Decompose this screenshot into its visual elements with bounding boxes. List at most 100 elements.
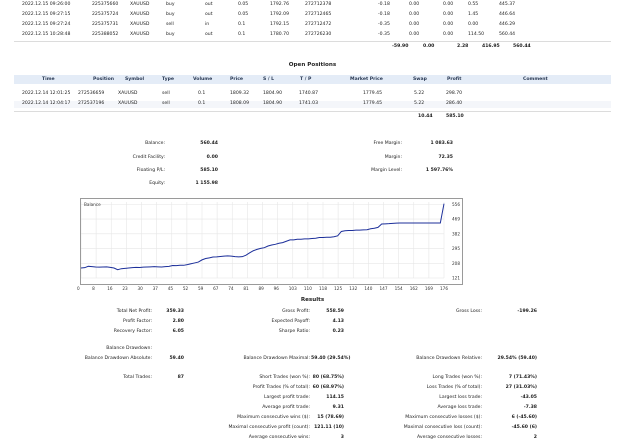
deal-cell: 445.37	[499, 2, 516, 7]
total-trades-label: Total Trades:	[123, 375, 152, 380]
total-net-profit-value: 359.33	[166, 309, 184, 314]
position-cell: 2022.12.14 12:01:25	[22, 91, 71, 96]
deals-separator	[14, 41, 611, 42]
chart-x-tick-label: 110	[303, 286, 312, 291]
deal-row: 2022.12.15 09:27:24 225375731 XAUUSD sell in…	[14, 22, 611, 29]
chart-y-tick-label: 382	[452, 231, 460, 236]
total-balance: 560.44	[513, 44, 531, 49]
chart-x-tick-label: 81	[243, 286, 249, 291]
max-wins-label: Maximum consecutive wins ($):	[237, 415, 310, 420]
sharpe-label: Sharpe Ratio:	[278, 329, 310, 334]
chart-x-tick-label: 96	[273, 286, 279, 291]
deal-cell: 272726230	[305, 32, 332, 37]
open-positions-title: Open Positions	[288, 62, 337, 68]
col-profit: Profit	[447, 77, 462, 82]
chart-x-tick-label: 59	[198, 286, 204, 291]
expected-payoff-label: Expected Payoff:	[271, 319, 310, 324]
deal-cell: 272712465	[305, 12, 332, 17]
max-losses-value: 6 (-45.60)	[511, 415, 537, 420]
col-price: Price	[230, 77, 244, 82]
positions-total-profit: 585.10	[446, 114, 464, 119]
deal-cell: out	[205, 32, 213, 37]
chart-x-tick-label: 52	[182, 286, 189, 291]
deal-cell: 225375724	[92, 12, 119, 17]
max-profit-label: Maximal consecutive profit (count):	[228, 425, 310, 430]
chart-x-tick-label: 140	[364, 286, 373, 291]
position-row[interactable]: 2022.12.14 12:01:25 272536659 XAUUSD sell 0.…	[14, 91, 611, 98]
recovery-factor-value: 6.05	[172, 329, 184, 334]
chart-x-tick-label: 16	[107, 286, 113, 291]
deal-cell: 2022.12.15 10:28:48	[22, 32, 71, 37]
drawdown-maximal-label: Balance Drawdown Maximal:	[243, 356, 310, 361]
avg-loss-value: -7.38	[523, 405, 537, 410]
position-cell: 5.22	[414, 101, 425, 106]
chart-x-tick-label: 169	[424, 286, 433, 291]
deal-cell: 1792.76	[270, 2, 289, 7]
deal-cell: 225375731	[92, 22, 119, 27]
col-market-price: Market Price	[350, 77, 383, 82]
short-trades-value: 80 (68.75%)	[312, 375, 344, 380]
deal-cell: 1.45	[468, 12, 479, 17]
positions-separator	[14, 111, 611, 112]
chart-x-tick-label: 132	[349, 286, 358, 291]
deal-cell: 114.50	[468, 32, 485, 37]
margin-label: Margin:	[384, 155, 402, 160]
deal-cell: 0.00	[443, 12, 454, 17]
total-swap: 0.00	[423, 44, 435, 49]
avg-loss-label: Average loss trade:	[437, 405, 482, 410]
deal-row: 2022.12.15 09:26:00 225375660 XAUUSD buy out…	[14, 2, 611, 9]
deal-cell: 0.00	[468, 22, 479, 27]
margin-level-value: 1 597.76%	[425, 168, 453, 173]
recovery-factor-label: Recovery Factor:	[113, 329, 152, 334]
deal-cell: 0.1	[238, 32, 246, 37]
chart-x-tick-label: 89	[258, 286, 264, 291]
position-row[interactable]: 2022.12.14 12:04:17 272537196 XAUUSD sell 0.…	[14, 101, 611, 108]
position-cell: 1779.45	[363, 101, 382, 106]
position-cell: 1804.90	[263, 91, 282, 96]
drawdown-absolute-label: Balance Drawdown Absolute:	[84, 356, 152, 361]
deal-cell: 0.00	[443, 22, 454, 27]
credit-value: 0.00	[206, 155, 218, 160]
deal-cell: 0.55	[468, 2, 479, 7]
expected-payoff-value: 4.13	[332, 319, 344, 324]
avg-profit-label: Average profit trade:	[262, 405, 310, 410]
avg-losses-value: 2	[533, 435, 537, 440]
col-position: Position	[93, 77, 115, 82]
profit-factor-label: Profit Factor:	[123, 319, 152, 324]
position-cell: 1809.32	[230, 91, 249, 96]
deal-cell: 0.00	[409, 12, 420, 17]
deal-cell: -0.35	[378, 32, 390, 37]
deal-cell: 0.00	[443, 2, 454, 7]
largest-loss-value: -43.05	[520, 395, 537, 400]
position-cell: 286.40	[446, 101, 463, 106]
max-profit-value: 121.11 (10)	[314, 425, 344, 430]
max-loss-label: Maximal consecutive loss (count):	[403, 425, 482, 430]
chart-y-tick-label: 121	[452, 276, 460, 281]
deal-cell: buy	[166, 12, 175, 17]
deal-cell: 225375660	[92, 2, 119, 7]
deal-cell: 560.44	[499, 32, 516, 37]
deal-cell: 272712472	[305, 22, 332, 27]
deal-cell: 0.05	[238, 12, 249, 17]
position-cell: 1779.45	[363, 91, 382, 96]
position-cell: 2022.12.14 12:04:17	[22, 101, 71, 106]
position-cell: sell	[162, 101, 170, 106]
chart-x-tick-label: 125	[334, 286, 343, 291]
total-net-profit-label: Total Net Profit:	[116, 309, 152, 314]
position-cell: 1804.90	[263, 101, 282, 106]
chart-x-tick-label: 154	[394, 286, 403, 291]
drawdown-absolute-value: 59.40	[169, 356, 184, 361]
deal-cell: 2022.12.15 09:26:00	[22, 2, 71, 7]
col-volume: Volume	[193, 77, 213, 82]
balance-chart-svg: 121 208 295 382 469 556 Balance	[80, 202, 460, 281]
chart-x-tick-label: 74	[228, 286, 234, 291]
col-type: Type	[162, 77, 174, 82]
results-title: Results	[300, 297, 325, 303]
position-cell: XAUUSD	[118, 91, 138, 96]
short-trades-label: Short Trades (won %):	[259, 375, 310, 380]
deal-cell: buy	[166, 2, 175, 7]
margin-value: 72.35	[438, 155, 453, 160]
avg-profit-value: 9.31	[332, 405, 344, 410]
position-cell: sell	[162, 91, 170, 96]
balance-series-line	[80, 203, 445, 271]
